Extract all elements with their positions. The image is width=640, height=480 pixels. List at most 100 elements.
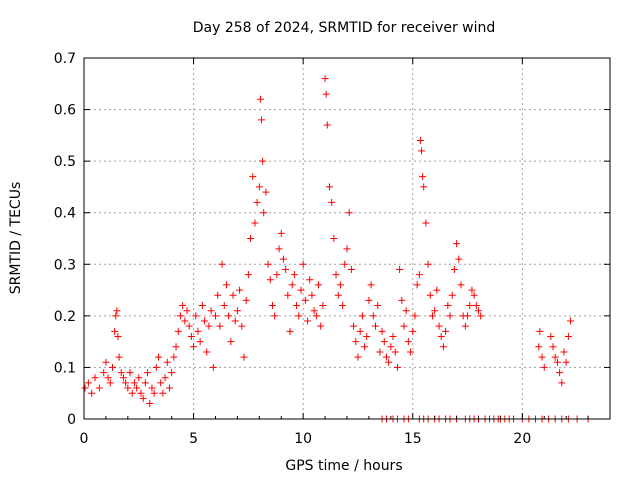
x-tick-label: 10 [294,431,312,447]
data-point [181,317,189,325]
data-point [128,389,136,397]
data-point [137,389,145,397]
data-point [455,255,463,263]
data-point [402,307,410,315]
data-point [306,276,314,284]
data-point [315,281,323,289]
data-point [155,353,163,361]
data-point [350,322,358,330]
data-point [100,369,108,377]
data-point [231,317,239,325]
data-point [119,374,127,382]
data-point [84,379,92,387]
data-points [81,75,592,423]
y-tick-label: 0.1 [54,360,76,376]
data-point [205,322,213,330]
data-point [396,265,404,273]
data-point [308,291,316,299]
data-point [113,307,121,315]
data-point [475,307,482,315]
data-point [564,332,572,340]
data-point [431,307,439,315]
data-point [560,348,568,356]
data-point [461,322,469,330]
data-point [150,389,158,397]
data-point [227,338,235,346]
data-point [404,338,412,346]
data-point [433,286,441,294]
data-point [323,121,331,129]
data-point [356,327,364,335]
data-point [535,343,543,351]
data-point [185,322,193,330]
data-point [266,276,274,284]
data-point [102,358,110,366]
data-point [130,379,138,387]
data-point [159,389,167,397]
data-point [220,302,228,310]
data-point [393,363,401,371]
data-point [547,332,555,340]
data-point [209,363,217,371]
data-point [378,327,386,335]
data-point [549,343,557,351]
data-point [201,317,209,325]
data-point [288,281,296,289]
axes: 0 0.1 0.2 0.3 0.4 0.5 0.6 0.7 0 5 10 15 20 [54,51,611,447]
data-point [124,384,132,392]
data-point [284,291,292,299]
data-point [341,260,349,268]
data-point [268,302,276,310]
data-point [198,302,206,310]
data-point [435,322,443,330]
data-point [426,291,434,299]
data-point [190,343,198,351]
data-point [439,343,447,351]
x-axis-label: GPS time / hours [285,458,402,474]
data-point [343,245,351,253]
data-point [88,389,96,397]
data-point [453,240,461,248]
data-point [415,271,423,279]
data-point [553,358,561,366]
data-point [389,332,397,340]
data-point [192,312,200,320]
data-point [472,302,480,310]
data-point [361,343,369,351]
data-point [259,157,267,165]
data-point [95,384,103,392]
grid-lines [84,58,610,419]
data-point [273,271,281,279]
data-point [170,353,178,361]
data-point [466,302,474,310]
data-point [152,363,160,371]
data-point [328,198,336,206]
chart-title: Day 258 of 2024, SRMTID for receiver win… [193,20,496,36]
data-point [271,312,279,320]
y-tick-label: 0.2 [54,309,76,325]
data-point [562,358,570,366]
data-point [297,286,305,294]
data-point [262,188,270,196]
data-point [312,312,320,320]
data-point [214,291,222,299]
data-point [317,322,325,330]
data-point [157,379,165,387]
data-point [196,338,204,346]
data-point [290,271,298,279]
data-point [126,369,134,377]
data-point [444,302,452,310]
data-point [139,394,147,402]
data-point [411,312,419,320]
data-point [218,260,226,268]
data-point [229,291,237,299]
data-point [551,353,559,361]
data-point [194,327,202,335]
data-point [233,307,241,315]
data-point [424,260,432,268]
data-point [161,374,169,382]
data-point [336,281,344,289]
data-point [367,281,375,289]
data-point [240,353,248,361]
